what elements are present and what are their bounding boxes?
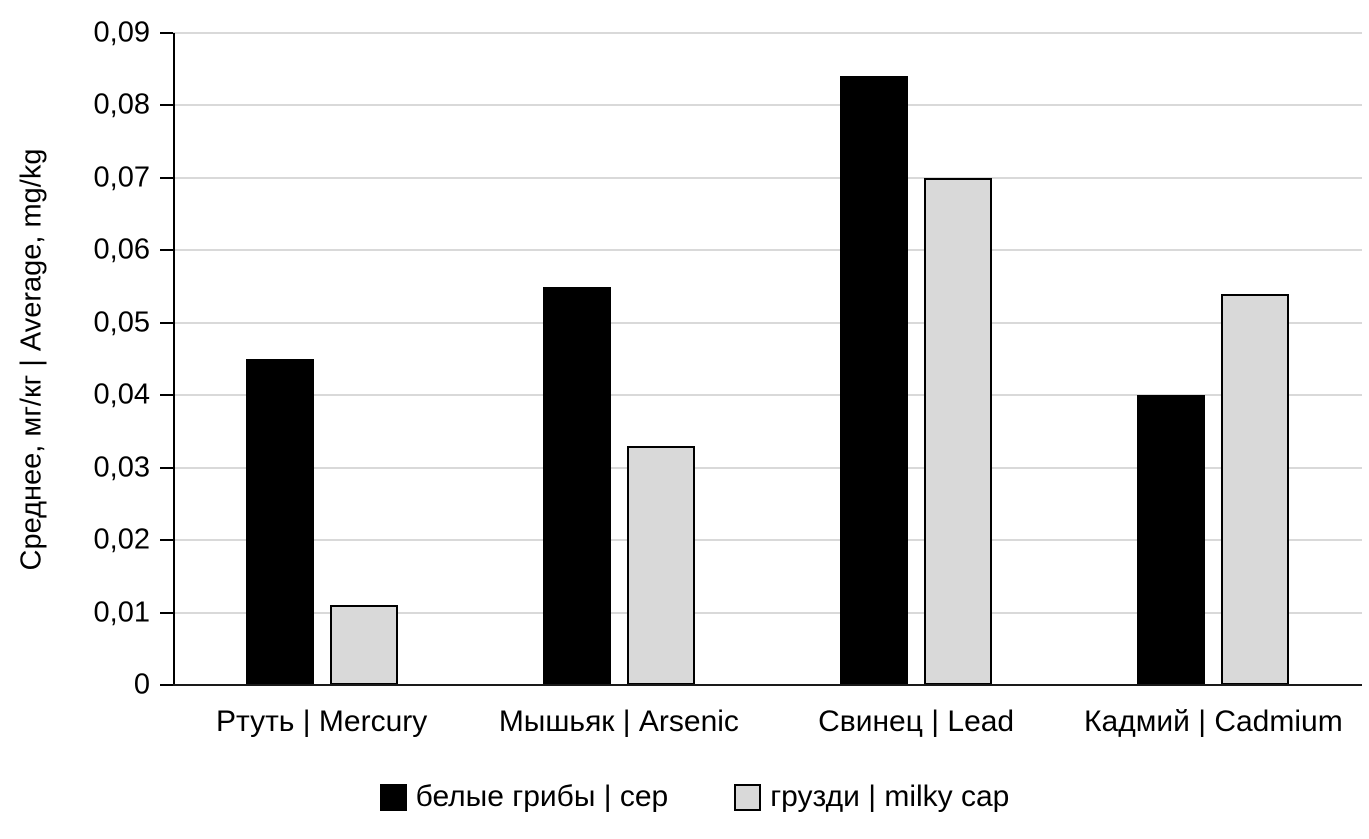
bar xyxy=(840,76,909,685)
legend-item: белые грибы | cep xyxy=(379,780,669,814)
y-tick-label: 0,08 xyxy=(93,88,150,121)
x-axis-label: Свинец | Lead xyxy=(818,705,1015,738)
y-tick-mark xyxy=(160,176,173,179)
legend-label: грузди | milky cap xyxy=(770,780,1010,813)
bar xyxy=(329,605,398,685)
gridline-0,08 xyxy=(173,104,1362,107)
y-tick-label: 0,01 xyxy=(93,596,150,629)
x-axis-label: Кадмий | Cadmium xyxy=(1084,705,1343,738)
x-axis-line xyxy=(173,684,1362,686)
legend: белые грибы | cep грузди | milky cap xyxy=(100,780,1289,814)
x-axis-label: Ртуть | Mercury xyxy=(215,705,428,738)
bar xyxy=(1137,395,1206,685)
y-tick-mark xyxy=(160,32,173,34)
gridline-0,05 xyxy=(173,321,1362,324)
y-tick-label: 0,05 xyxy=(93,306,150,339)
y-tick-mark xyxy=(160,466,173,469)
bar xyxy=(542,286,611,685)
bar xyxy=(1221,293,1290,685)
y-tick-mark xyxy=(160,539,173,542)
y-tick-mark xyxy=(160,684,173,686)
gridline-0,03 xyxy=(173,466,1362,469)
bar-group-3 xyxy=(768,33,1065,685)
y-tick-mark xyxy=(160,321,173,324)
y-axis-title: Среднее, мг/кг | Average, mg/kg xyxy=(6,33,58,685)
y-tick-label: 0,06 xyxy=(93,233,150,266)
legend-label: белые грибы | cep xyxy=(415,780,669,813)
legend-swatch xyxy=(379,783,407,811)
gridline-0,04 xyxy=(173,394,1362,397)
bar-group-2 xyxy=(470,33,767,685)
y-tick-mark xyxy=(160,104,173,107)
y-tick-mark xyxy=(160,249,173,252)
y-tick-label: 0,07 xyxy=(93,161,150,194)
y-tick-mark xyxy=(160,611,173,614)
y-tick-label: 0,03 xyxy=(93,451,150,484)
bar xyxy=(626,445,695,685)
gridline-0,09 xyxy=(173,32,1362,34)
gridline-0,06 xyxy=(173,249,1362,252)
legend-swatch xyxy=(734,783,762,811)
y-axis-line xyxy=(173,33,175,685)
y-axis-title-text: Среднее, мг/кг | Average, mg/kg xyxy=(15,148,48,570)
y-tick-label: 0,02 xyxy=(93,523,150,556)
gridline-0,02 xyxy=(173,539,1362,542)
legend-item: грузди | milky cap xyxy=(734,780,1009,814)
bar-group-1 xyxy=(173,33,470,685)
y-tick-mark xyxy=(160,394,173,397)
y-tick-label: 0,04 xyxy=(93,378,150,411)
bar xyxy=(924,177,993,685)
x-axis-label: Мышьяк | Arsenic xyxy=(498,705,739,738)
y-tick-label: 0,09 xyxy=(93,16,150,49)
gridline-0,07 xyxy=(173,176,1362,179)
bar-group-4 xyxy=(1065,33,1362,685)
bar xyxy=(245,359,314,685)
gridline-0,01 xyxy=(173,611,1362,614)
y-tick-label: 0 xyxy=(133,668,150,701)
